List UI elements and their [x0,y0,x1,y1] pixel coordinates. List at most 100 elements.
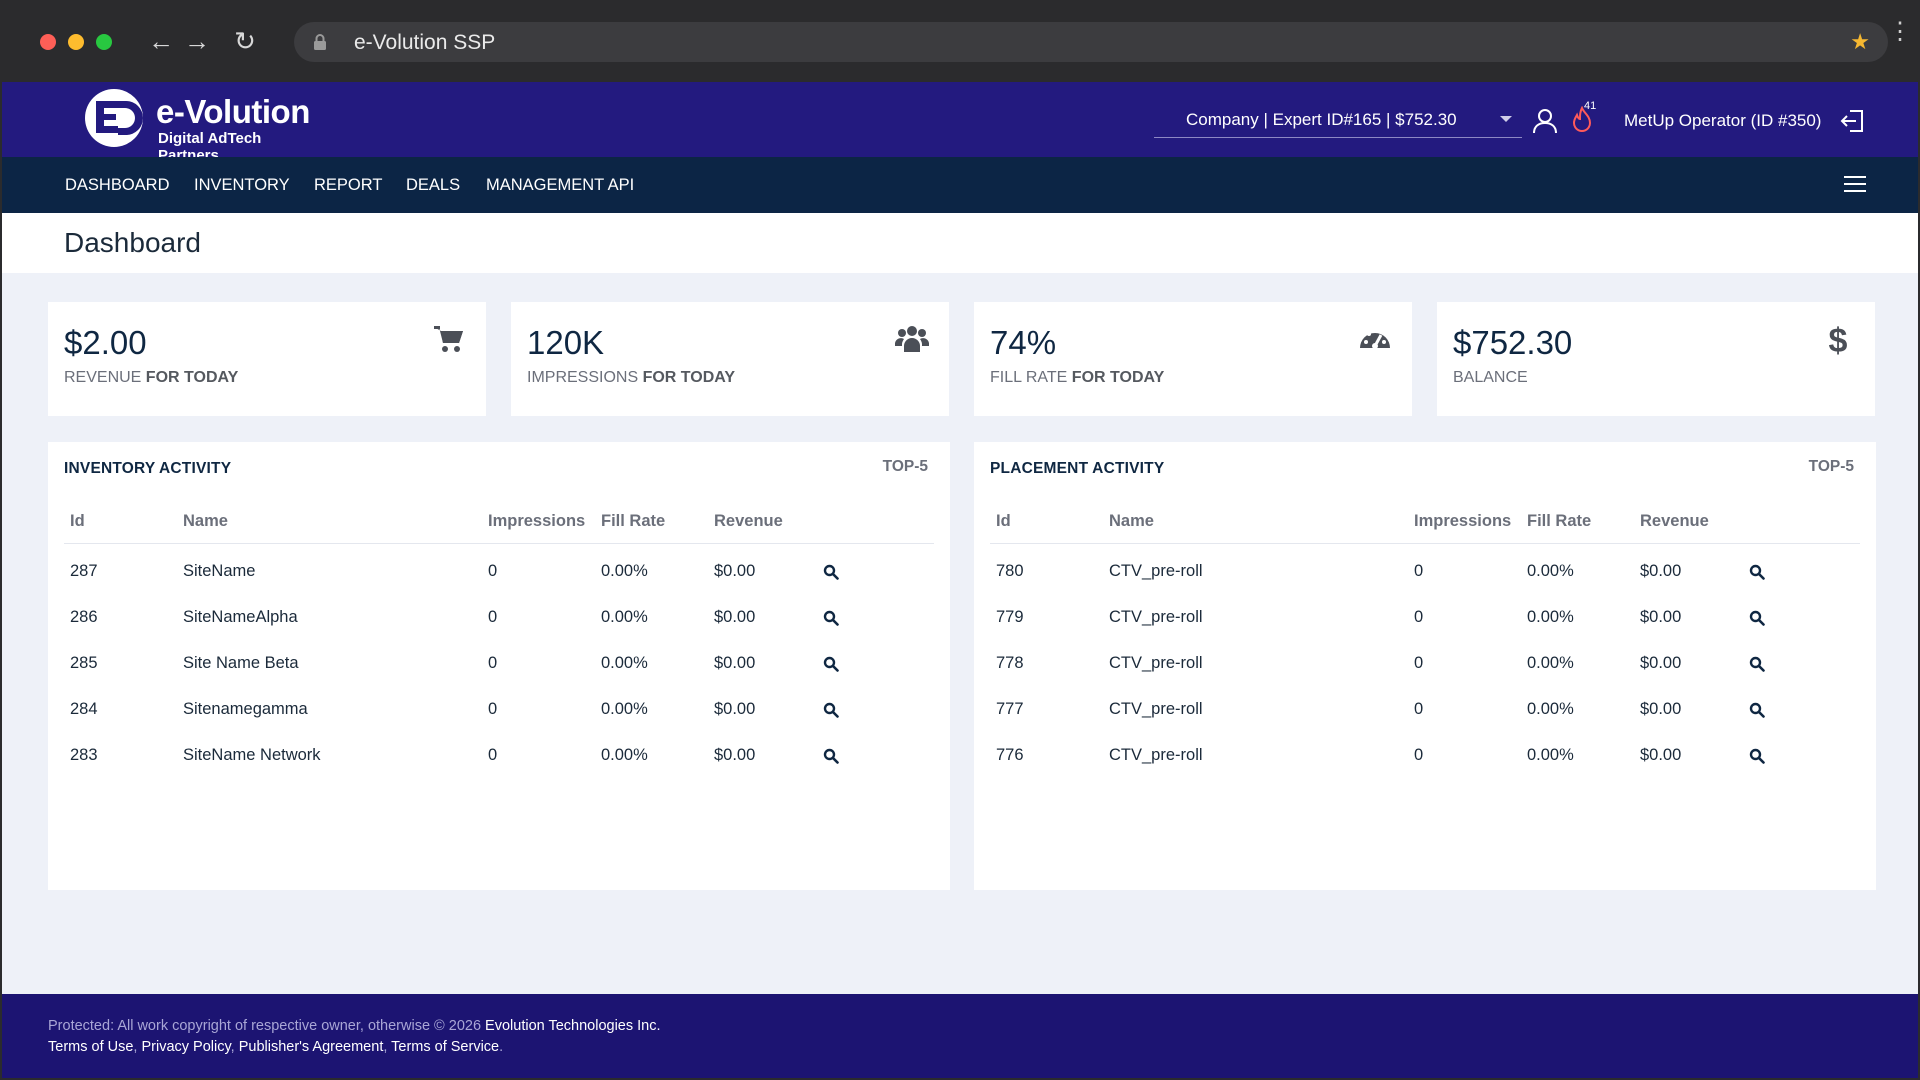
search-icon[interactable] [1749,748,1765,764]
table-row: 287 SiteName 0 0.00% $0.00 [64,544,934,600]
cell-revenue: $0.00 [1640,746,1682,764]
cell-fill-rate: 0.00% [601,608,648,626]
placement-activity-panel: PLACEMENT ACTIVITY TOP-5 Id Name Impress… [974,442,1876,890]
search-icon[interactable] [1749,702,1765,718]
company-link[interactable]: Evolution Technologies Inc. [485,1018,661,1034]
fire-notification-icon[interactable] [1570,106,1594,134]
cell-id: 287 [70,562,98,580]
close-window-button[interactable] [40,34,56,50]
search-icon[interactable] [1749,564,1765,580]
terms-of-service-link[interactable]: Terms of Service [391,1039,500,1055]
logo[interactable]: e-Volution Digital AdTech Partners [84,85,324,164]
search-icon[interactable] [823,748,839,764]
search-icon[interactable] [823,564,839,580]
browser-toolbar: ← → ↻ e-Volution SSP ★ ⋮ [0,0,1920,82]
address-bar[interactable]: e-Volution SSP ★ [294,22,1888,62]
column-header-id[interactable]: Id [70,512,85,530]
cell-fill-rate: 0.00% [601,562,648,580]
cell-impressions: 0 [488,562,498,580]
cell-impressions: 0 [1414,700,1424,718]
terms-of-use-link[interactable]: Terms of Use [48,1039,134,1055]
cell-impressions: 0 [488,654,498,672]
placement-table-header: Id Name Impressions Fill Rate Revenue [990,512,1860,544]
gauge-icon [1360,329,1390,349]
cell-id: 777 [996,700,1024,718]
maximize-window-button[interactable] [96,34,112,50]
impressions-card: 120K IMPRESSIONS FOR TODAY [511,302,949,416]
inventory-activity-panel: INVENTORY ACTIVITY TOP-5 Id Name Impress… [48,442,950,890]
cell-id: 284 [70,700,98,718]
search-icon[interactable] [823,656,839,672]
cell-impressions: 0 [1414,654,1424,672]
revenue-value: $2.00 [64,324,147,361]
cell-name: SiteName [183,562,256,580]
page-title-bar: Dashboard [2,213,1918,273]
cell-id: 778 [996,654,1024,672]
reload-icon[interactable]: ↻ [234,26,256,56]
search-icon[interactable] [1749,610,1765,626]
notification-badge: 41 [1584,100,1597,112]
cell-revenue: $0.00 [1640,654,1682,672]
nav-report[interactable]: REPORT [314,176,383,194]
column-header-name[interactable]: Name [183,512,228,530]
cell-impressions: 0 [1414,746,1424,764]
column-header-impressions[interactable]: Impressions [488,512,586,530]
search-icon[interactable] [1749,656,1765,672]
nav-deals[interactable]: DEALS [406,176,461,194]
nav-management-api[interactable]: MANAGEMENT API [486,176,635,194]
logo-title: e-Volution [156,93,310,130]
column-header-fill-rate[interactable]: Fill Rate [601,512,666,530]
cell-id: 779 [996,608,1024,626]
balance-label: BALANCE [1453,369,1528,386]
cell-name: SiteNameAlpha [183,608,298,626]
column-header-revenue[interactable]: Revenue [714,512,783,530]
browser-menu-icon[interactable]: ⋮ [1888,18,1912,45]
cell-name: CTV_pre-roll [1109,700,1203,718]
url-text: e-Volution SSP [354,31,496,54]
main-nav: DASHBOARD INVENTORY REPORT DEALS MANAGEM… [2,157,1918,213]
publishers-agreement-link[interactable]: Publisher's Agreement [238,1039,384,1055]
cell-fill-rate: 0.00% [1527,654,1574,672]
table-row: 777 CTV_pre-roll 0 0.00% $0.00 [990,682,1860,738]
cart-icon [434,326,463,352]
column-header-id[interactable]: Id [996,512,1011,530]
cell-revenue: $0.00 [1640,700,1682,718]
bookmark-star-icon[interactable]: ★ [1850,29,1870,54]
cell-name: CTV_pre-roll [1109,654,1203,672]
svg-text:$: $ [1829,322,1848,356]
table-row: 286 SiteNameAlpha 0 0.00% $0.00 [64,590,934,646]
logout-icon[interactable] [1840,108,1866,134]
search-icon[interactable] [823,702,839,718]
inventory-table-header: Id Name Impressions Fill Rate Revenue [64,512,934,544]
hamburger-menu-icon[interactable] [1844,176,1866,194]
privacy-policy-link[interactable]: Privacy Policy [141,1039,231,1055]
cell-impressions: 0 [1414,562,1424,580]
nav-dashboard[interactable]: DASHBOARD [65,176,170,194]
nav-inventory[interactable]: INVENTORY [194,176,290,194]
footer-links: Terms of Use, Privacy Policy, Publisher'… [48,1039,504,1055]
table-row: 780 CTV_pre-roll 0 0.00% $0.00 [990,544,1860,600]
cell-impressions: 0 [488,700,498,718]
placement-activity-title: PLACEMENT ACTIVITY [990,460,1165,477]
back-arrow-icon[interactable]: ← [148,26,174,56]
cell-fill-rate: 0.00% [601,746,648,764]
cell-name: Site Name Beta [183,654,299,672]
user-profile-icon[interactable] [1532,108,1558,134]
copyright-text: Protected: All work copyright of respect… [48,1018,661,1034]
minimize-window-button[interactable] [68,34,84,50]
cell-revenue: $0.00 [714,746,756,764]
search-icon[interactable] [823,610,839,626]
column-header-fill-rate[interactable]: Fill Rate [1527,512,1592,530]
chevron-down-icon [1500,116,1512,122]
column-header-revenue[interactable]: Revenue [1640,512,1709,530]
forward-arrow-icon[interactable]: → [184,26,210,56]
logo-mark-icon [85,89,143,147]
company-selector[interactable]: Company | Expert ID#165 | $752.30 [1154,104,1522,138]
column-header-impressions[interactable]: Impressions [1414,512,1512,530]
cell-revenue: $0.00 [714,562,756,580]
cell-impressions: 0 [488,608,498,626]
column-header-name[interactable]: Name [1109,512,1154,530]
cell-name: CTV_pre-roll [1109,608,1203,626]
cell-id: 776 [996,746,1024,764]
fill-rate-value: 74% [990,324,1057,361]
